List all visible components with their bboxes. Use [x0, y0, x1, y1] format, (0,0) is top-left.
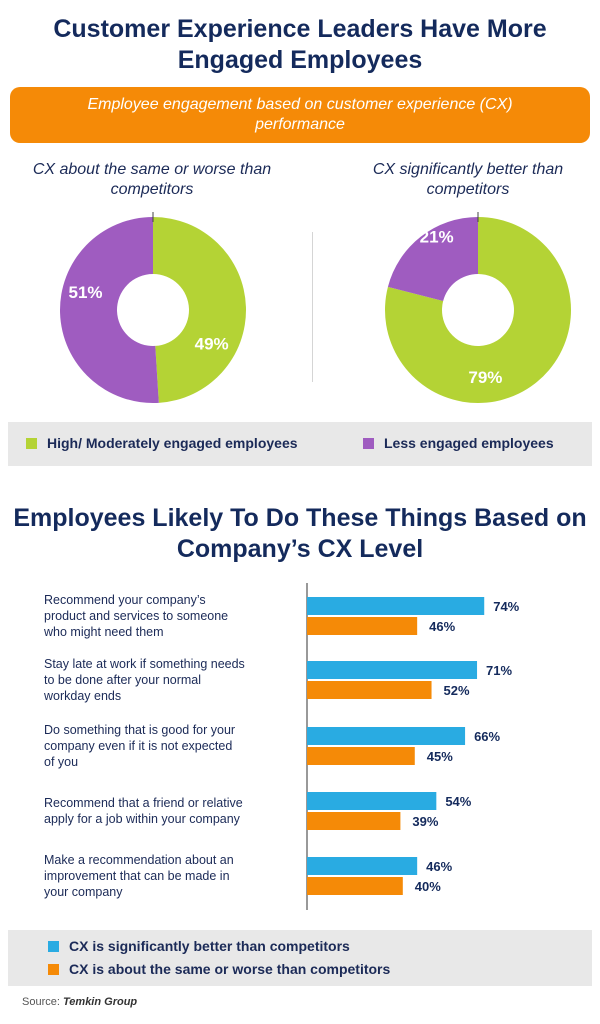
question-label-line: Recommend that a friend or relative: [44, 796, 243, 810]
legend-same-label: CX is about the same or worse than compe…: [69, 961, 391, 977]
banner-text: Employee engagement based on customer ex…: [87, 96, 513, 133]
question-label-line: improvement that can be made in: [44, 869, 230, 883]
donut-left-less-label: 51%: [69, 283, 103, 302]
cx-level-legend: CX is significantly better than competit…: [8, 930, 592, 986]
legend-high-label: High/ Moderately engaged employees: [47, 435, 298, 451]
bar-cx-better-label-5: 46%: [426, 859, 452, 874]
subtitle-banner: Employee engagement based on customer ex…: [10, 87, 590, 143]
bar-cx-same-2: [307, 681, 432, 699]
bar-cx-same-label-1: 46%: [429, 619, 455, 634]
bar-cx-same-label-3: 45%: [427, 749, 453, 764]
question-label-line: apply for a job within your company: [44, 812, 240, 826]
section-title: Employees Likely To Do These Things Base…: [13, 504, 587, 563]
question-label-line: product and services to someone: [44, 609, 229, 623]
question-label-line: your company: [44, 885, 123, 899]
legend-high-engaged: High/ Moderately engaged employees: [26, 435, 298, 451]
donut-right-high-slice: [385, 217, 571, 403]
bar-cx-better-label-4: 54%: [445, 794, 471, 809]
donut-left-high-slice: [153, 217, 247, 403]
legend-better-label: CX is significantly better than competit…: [69, 938, 350, 954]
purple-swatch: [363, 438, 374, 449]
orange-swatch: [48, 964, 59, 975]
question-label-line: Recommend your company’s: [44, 593, 206, 607]
donut-right-less-label: 21%: [420, 228, 454, 247]
source-name: Temkin Group: [62, 996, 138, 1008]
question-label-line: Stay late at work if something needs: [44, 657, 245, 671]
bar-cx-better-3: [307, 727, 466, 745]
question-label-line: of you: [44, 755, 79, 769]
bar-cx-same-label-4: 39%: [412, 814, 438, 829]
blue-swatch: [48, 941, 59, 952]
bar-cx-same-1: [307, 617, 418, 635]
source-note: Source: Temkin Group: [22, 996, 137, 1008]
donut-divider: [312, 232, 313, 382]
bar-cx-better-4: [307, 792, 437, 810]
question-label-5: Make a recommendation about an improvemen…: [44, 852, 289, 900]
bar-cx-same-label-5: 40%: [415, 879, 441, 894]
legend-cx-better: CX is significantly better than competit…: [48, 938, 350, 954]
source-prefix: Source:: [22, 996, 60, 1008]
question-label-4: Recommend that a friend or relative apply…: [44, 795, 289, 827]
donut-right-caption: CX significantly better than competitors: [372, 161, 564, 198]
bar-cx-better-2: [307, 661, 478, 679]
bar-cx-better-label-1: 74%: [493, 599, 519, 614]
legend-less-label: Less engaged employees: [384, 435, 554, 451]
page-title: Customer Experience Leaders Have More En…: [53, 15, 547, 74]
question-label-line: company even if it is not expected: [44, 739, 233, 753]
donut-right-less-slice: [387, 217, 478, 302]
question-label-line: Make a recommendation about an: [44, 853, 234, 867]
donut-left-high-label: 49%: [195, 334, 229, 353]
donut-left-caption: CX about the same or worse than competit…: [32, 161, 272, 198]
question-label-3: Do something that is good for your compan…: [44, 722, 289, 770]
donut-right-high-label: 79%: [468, 368, 502, 387]
legend-cx-same: CX is about the same or worse than compe…: [48, 961, 390, 977]
bar-cx-better-5: [307, 857, 418, 875]
bar-cx-same-label-2: 52%: [444, 683, 470, 698]
legend-less-engaged: Less engaged employees: [363, 435, 554, 451]
bar-cx-same-5: [307, 877, 403, 895]
question-label-1: Recommend your company’s product and serv…: [44, 592, 289, 640]
donut-left-less-slice: [60, 217, 159, 403]
question-label-2: Stay late at work if something needs to b…: [44, 656, 289, 704]
engagement-legend: High/ Moderately engaged employees Less …: [8, 422, 592, 466]
bar-cx-better-label-3: 66%: [474, 729, 500, 744]
question-label-line: Do something that is good for your: [44, 723, 236, 737]
bar-cx-same-3: [307, 747, 415, 765]
green-swatch: [26, 438, 37, 449]
question-label-line: who might need them: [44, 625, 164, 639]
bar-cx-same-4: [307, 812, 401, 830]
bar-cx-better-label-2: 71%: [486, 663, 512, 678]
question-label-line: to be done after your normal: [44, 673, 202, 687]
question-label-line: workday ends: [44, 689, 122, 703]
bar-cx-better-1: [307, 597, 485, 615]
